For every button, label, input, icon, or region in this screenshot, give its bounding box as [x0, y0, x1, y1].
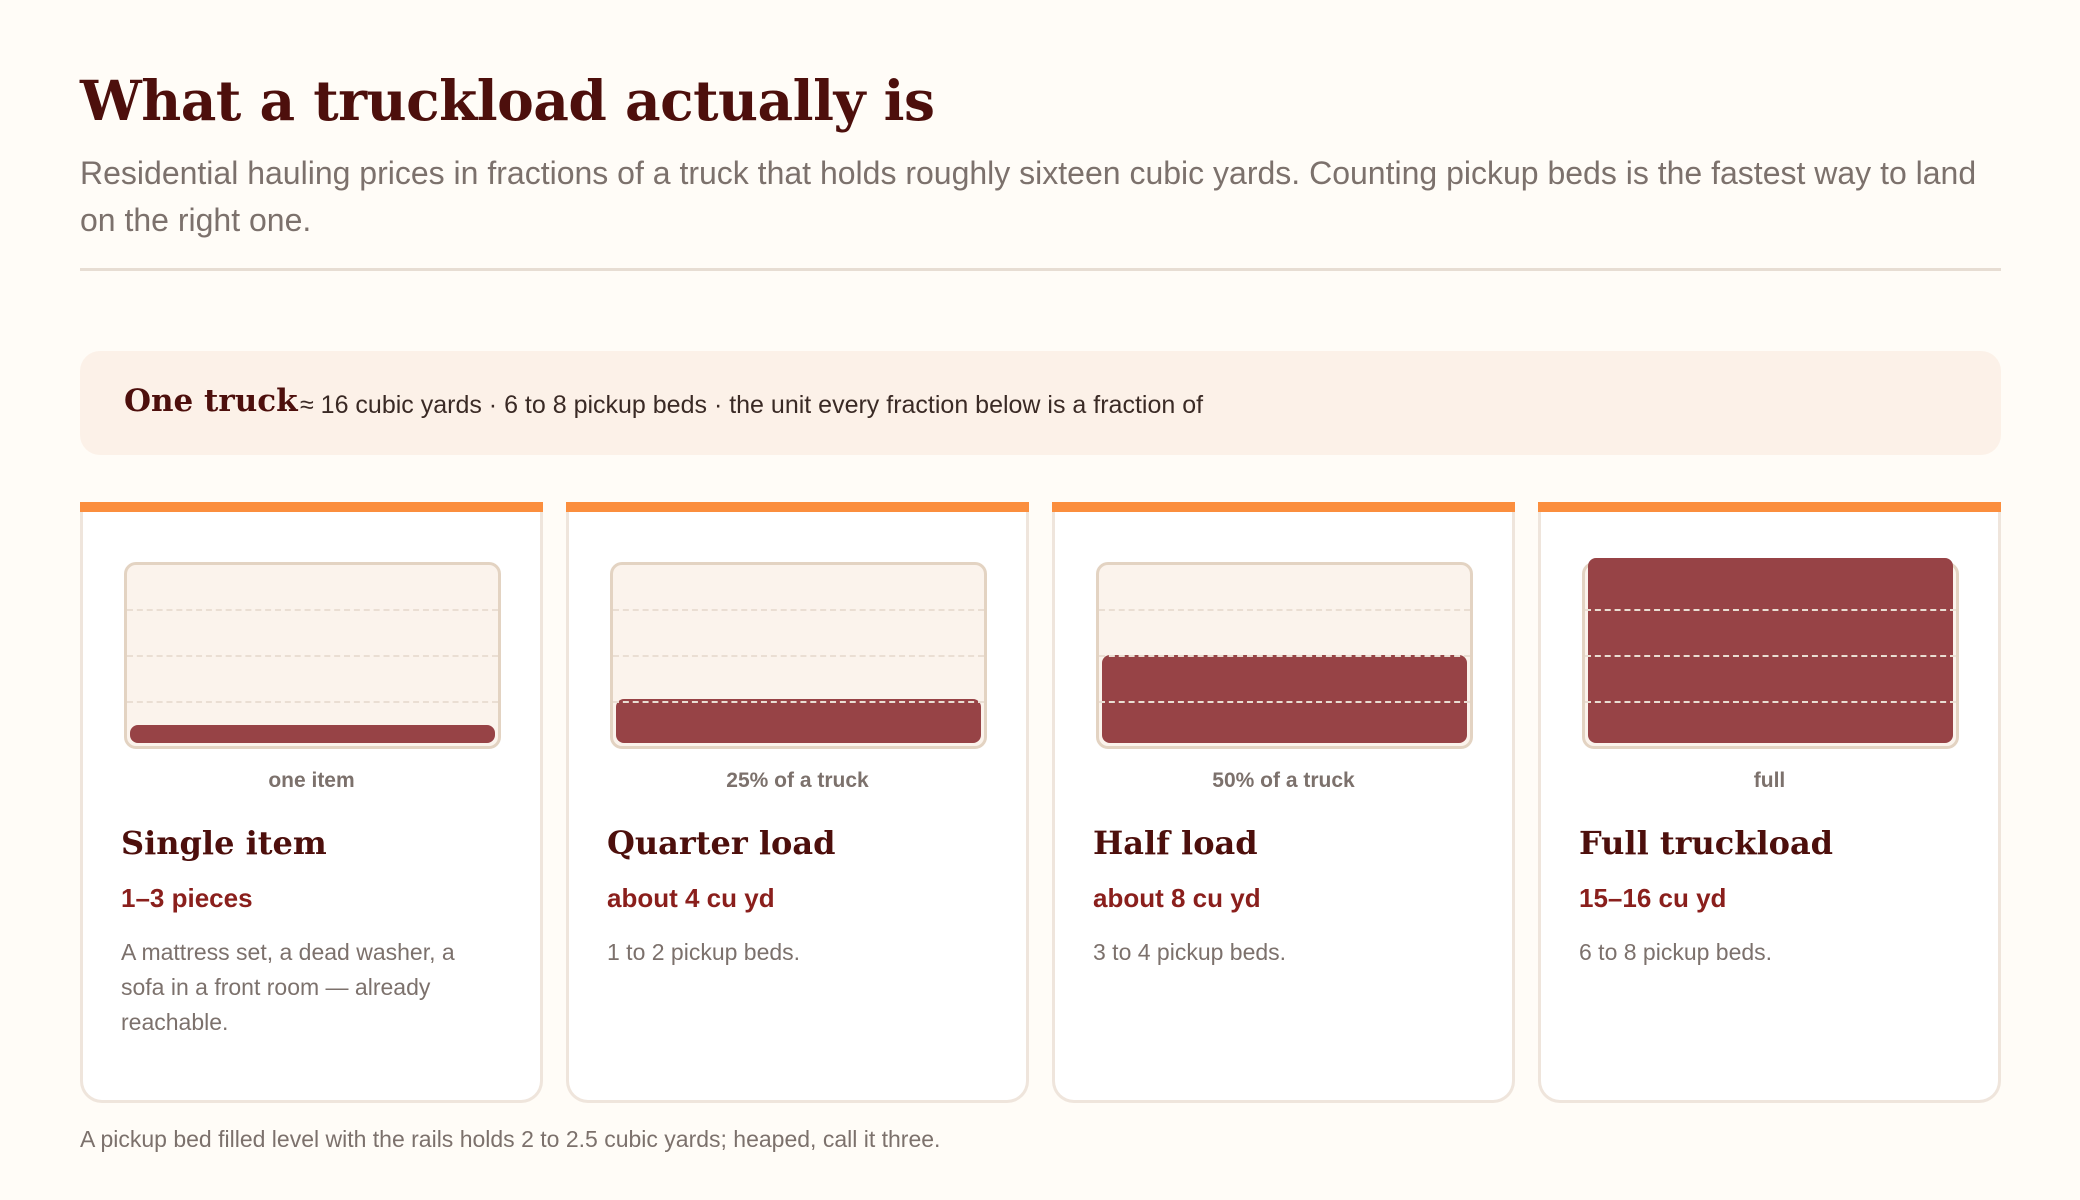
truck-fill-level — [130, 725, 495, 743]
unit-title: One truck — [124, 383, 298, 419]
card-accent-bar — [80, 502, 543, 512]
card-size: 1–3 pieces — [121, 883, 253, 913]
gauge-gridline — [1099, 701, 1470, 703]
gauge-gridline — [1585, 609, 1956, 611]
card-title: Full truckload — [1579, 824, 1834, 862]
card-title: Half load — [1093, 824, 1258, 862]
card-accent-bar — [566, 502, 1029, 512]
truck-fill-gauge — [1096, 562, 1473, 749]
capacity-label: one item — [268, 769, 355, 792]
unit-definition-box: One truck ≈ 16 cubic yards · 6 to 8 pick… — [80, 351, 2001, 455]
gauge-gridline — [1099, 609, 1470, 611]
card-accent-bar — [1538, 502, 2001, 512]
truck-fill-gauge — [124, 562, 501, 749]
card-title: Single item — [121, 824, 327, 862]
truck-fill-gauge — [1582, 558, 1959, 749]
gauge-gridline — [613, 609, 984, 611]
gauge-gridline — [613, 655, 984, 657]
gauge-gridline — [127, 609, 498, 611]
truck-fill-level — [1588, 558, 1953, 743]
gauge-gridline — [1585, 655, 1956, 657]
gauge-gridline — [1585, 701, 1956, 703]
page: What a truckload actually is Residential… — [80, 0, 2001, 1200]
header-divider — [80, 268, 2001, 271]
gauge-gridline — [127, 655, 498, 657]
truck-fill-level — [1102, 655, 1467, 743]
gauge-gridline — [127, 701, 498, 703]
truck-fill-gauge — [610, 562, 987, 749]
card-description: 3 to 4 pickup beds. — [1093, 939, 1287, 965]
capacity-label: full — [1753, 769, 1786, 792]
card-description: A mattress set, a dead washer, a sofa in… — [121, 939, 455, 1035]
page-title: What a truckload actually is — [80, 68, 935, 133]
page-subtitle: Residential hauling prices in fractions … — [80, 155, 1977, 238]
load-card-half-load: 50% of a truck Half load about 8 cu yd 3… — [1052, 502, 1515, 1103]
capacity-label: 25% of a truck — [726, 769, 869, 792]
card-size: about 4 cu yd — [607, 883, 775, 913]
gauge-gridline — [1099, 655, 1470, 657]
card-accent-bar — [1052, 502, 1515, 512]
card-description: 1 to 2 pickup beds. — [607, 939, 801, 965]
capacity-label: 50% of a truck — [1212, 769, 1355, 792]
truck-fill-level — [616, 699, 981, 743]
card-size: about 8 cu yd — [1093, 883, 1261, 913]
unit-description: ≈ 16 cubic yards · 6 to 8 pickup beds · … — [300, 391, 1204, 419]
card-description: 6 to 8 pickup beds. — [1579, 939, 1773, 965]
card-size: 15–16 cu yd — [1579, 883, 1727, 913]
gauge-gridline — [613, 701, 984, 703]
footnote: A pickup bed filled level with the rails… — [80, 1126, 941, 1152]
load-card-full-truckload: full Full truckload 15–16 cu yd 6 to 8 p… — [1538, 502, 2001, 1103]
card-title: Quarter load — [607, 824, 836, 862]
load-card-single-item: one item Single item 1–3 pieces A mattre… — [80, 502, 543, 1103]
load-card-quarter-load: 25% of a truck Quarter load about 4 cu y… — [566, 502, 1029, 1103]
